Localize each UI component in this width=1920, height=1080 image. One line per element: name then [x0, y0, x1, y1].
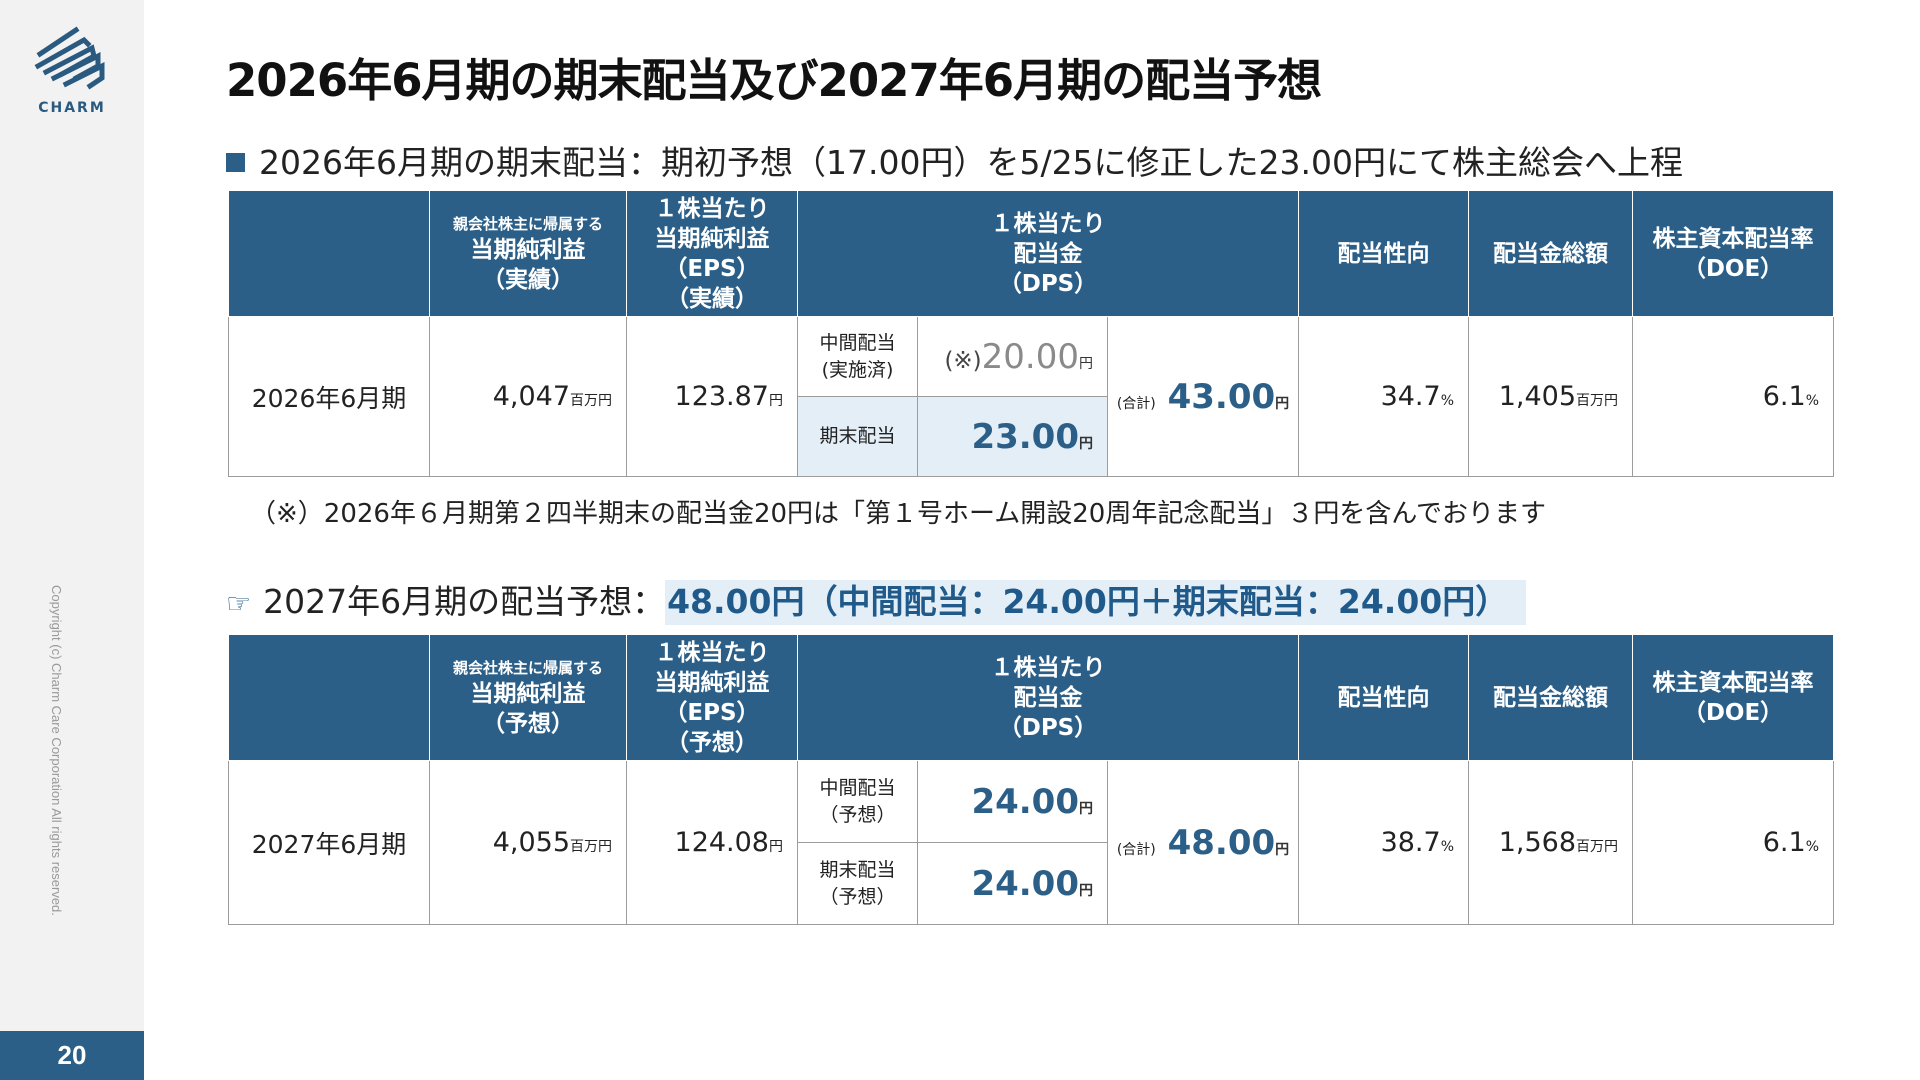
final-label: 期末配当 （予想）	[797, 842, 918, 925]
final-label: 期末配当	[797, 396, 918, 477]
doe-cell: 6.1%	[1632, 316, 1834, 477]
header-blank	[228, 634, 430, 761]
section2-heading: ☞ 2027年6月期の配当予想：48.00円（中間配当：24.00円＋期末配当：2…	[226, 575, 1527, 625]
header-dividend-total: 配当金総額	[1468, 634, 1633, 761]
page-title: 2026年6月期の期末配当及び2027年6月期の配当予想	[226, 54, 1322, 107]
header-eps: １株当たり 当期純利益 （EPS） （実績）	[626, 190, 798, 317]
period-cell: 2026年6月期	[228, 316, 430, 477]
section2-prefix: 2027年6月期の配当予想：	[263, 582, 666, 621]
header-doe: 株主資本配当率 （DOE）	[1632, 634, 1834, 761]
page-number: 20	[0, 1031, 144, 1080]
interim-label: 中間配当 (実施済)	[797, 316, 918, 397]
header-net-income: 親会社株主に帰属する 当期純利益 （予想）	[429, 634, 627, 761]
doe-cell: 6.1%	[1632, 760, 1834, 925]
dividend-table-2026: 親会社株主に帰属する 当期純利益 （実績） １株当たり 当期純利益 （EPS） （実績） …	[228, 190, 1834, 477]
dps-total: (合計) 43.00円	[1107, 316, 1299, 477]
header-dps: １株当たり 配当金 （DPS）	[797, 634, 1299, 761]
section2-highlight: 48.00円（中間配当：24.00円＋期末配当：24.00円）	[665, 580, 1527, 625]
payout-cell: 38.7%	[1298, 760, 1469, 925]
header-doe: 株主資本配当率 （DOE）	[1632, 190, 1834, 317]
pointing-hand-icon: ☞	[226, 587, 252, 620]
header-payout: 配当性向	[1298, 634, 1469, 761]
net-income-cell: 4,047百万円	[429, 316, 627, 477]
interim-value: 24.00円	[917, 760, 1108, 843]
header-payout: 配当性向	[1298, 190, 1469, 317]
sidebar: CHARM Copyright (c) Charm Care Corporati…	[0, 0, 144, 1080]
dps-total: (合計) 48.00円	[1107, 760, 1299, 925]
section1-text: 2026年6月期の期末配当：期初予想（17.00円）を5/25に修正した23.0…	[259, 143, 1684, 182]
final-value: 24.00円	[917, 842, 1108, 925]
footnote: （※）2026年６月期第２四半期末の配当金20円は「第１号ホーム開設20周年記念…	[250, 499, 1547, 529]
logo-text: CHARM	[38, 100, 106, 116]
header-blank	[228, 190, 430, 317]
square-bullet-icon	[226, 153, 245, 172]
header-net-income: 親会社株主に帰属する 当期純利益 （実績）	[429, 190, 627, 317]
eps-cell: 123.87円	[626, 316, 798, 477]
logo-stripes-icon	[34, 26, 105, 90]
eps-cell: 124.08円	[626, 760, 798, 925]
header-eps: １株当たり 当期純利益 （EPS） （予想）	[626, 634, 798, 761]
dividend-table-2027: 親会社株主に帰属する 当期純利益 （予想） １株当たり 当期純利益 （EPS） （予想） …	[228, 634, 1834, 925]
header-dividend-total: 配当金総額	[1468, 190, 1633, 317]
dividend-total-cell: 1,405百万円	[1468, 316, 1633, 477]
dividend-total-cell: 1,568百万円	[1468, 760, 1633, 925]
section1-heading: 2026年6月期の期末配当：期初予想（17.00円）を5/25に修正した23.0…	[226, 136, 1683, 184]
net-income-cell: 4,055百万円	[429, 760, 627, 925]
copyright-text: Copyright (c) Charm Care Corporation All…	[49, 585, 64, 916]
final-value: 23.00円	[917, 396, 1108, 477]
period-cell: 2027年6月期	[228, 760, 430, 925]
charm-logo: CHARM	[32, 26, 112, 120]
header-dps: １株当たり 配当金 （DPS）	[797, 190, 1299, 317]
interim-value: (※)20.00円	[917, 316, 1108, 397]
payout-cell: 34.7%	[1298, 316, 1469, 477]
interim-label: 中間配当 （予想）	[797, 760, 918, 843]
